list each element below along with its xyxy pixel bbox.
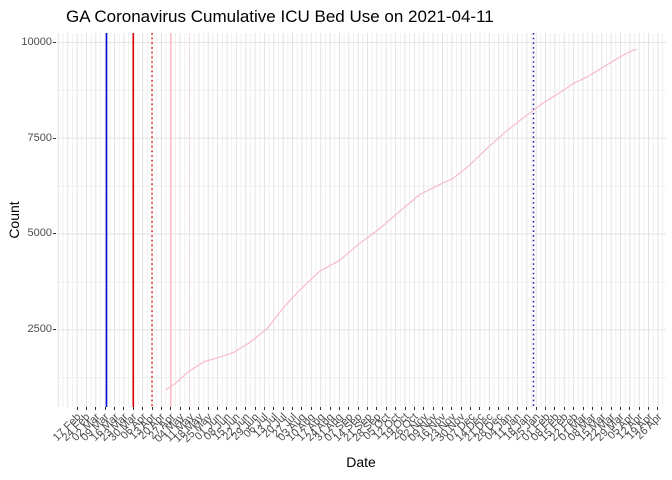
x-tick-mark	[573, 407, 575, 410]
y-tick-mark	[53, 329, 56, 331]
x-tick-mark	[601, 407, 603, 410]
plot-panel	[57, 33, 666, 407]
x-tick-mark	[648, 407, 650, 410]
x-tick-mark	[357, 407, 359, 410]
x-tick-mark	[404, 407, 406, 410]
x-tick-mark	[460, 407, 462, 410]
x-tick-mark	[273, 407, 275, 410]
x-tick-mark	[132, 407, 134, 410]
y-tick-label: 5000	[27, 227, 52, 240]
x-tick-mark	[545, 407, 547, 410]
chart-title: GA Coronavirus Cumulative ICU Bed Use on…	[66, 7, 494, 26]
x-tick-mark	[610, 407, 612, 410]
x-tick-mark	[310, 407, 312, 410]
x-tick-mark	[85, 407, 87, 410]
x-tick-mark	[441, 407, 443, 410]
x-tick-mark	[76, 407, 78, 410]
x-tick-mark	[245, 407, 247, 410]
x-tick-mark	[470, 407, 472, 410]
x-tick-mark	[114, 407, 116, 410]
x-tick-mark	[657, 407, 659, 410]
x-tick-mark	[179, 407, 181, 410]
x-tick-mark	[554, 407, 556, 410]
x-tick-mark	[432, 407, 434, 410]
x-tick-mark	[207, 407, 209, 410]
x-tick-mark	[479, 407, 481, 410]
x-tick-mark	[301, 407, 303, 410]
x-tick-mark	[160, 407, 162, 410]
x-tick-mark	[488, 407, 490, 410]
y-tick-label: 2500	[27, 323, 52, 336]
x-tick-mark	[151, 407, 153, 410]
x-tick-mark	[95, 407, 97, 410]
x-tick-mark	[629, 407, 631, 410]
x-tick-mark	[413, 407, 415, 410]
x-tick-mark	[235, 407, 237, 410]
x-tick-mark	[582, 407, 584, 410]
x-tick-mark	[507, 407, 509, 410]
y-tick-label: 7500	[27, 131, 52, 144]
x-tick-mark	[395, 407, 397, 410]
x-tick-mark	[348, 407, 350, 410]
x-tick-mark	[254, 407, 256, 410]
x-tick-mark	[217, 407, 219, 410]
x-axis-title: Date	[346, 454, 376, 470]
y-tick-mark	[53, 137, 56, 139]
x-tick-mark	[451, 407, 453, 410]
x-tick-mark	[263, 407, 265, 410]
x-tick-mark	[367, 407, 369, 410]
x-tick-mark	[423, 407, 425, 410]
x-tick-mark	[142, 407, 144, 410]
y-tick-label: 10000	[21, 35, 52, 48]
icu-cumulative-line	[165, 48, 637, 391]
x-tick-mark	[385, 407, 387, 410]
y-tick-mark	[53, 41, 56, 43]
x-tick-mark	[198, 407, 200, 410]
x-tick-mark	[329, 407, 331, 410]
x-tick-mark	[526, 407, 528, 410]
x-tick-mark	[535, 407, 537, 410]
x-tick-mark	[104, 407, 106, 410]
x-tick-mark	[338, 407, 340, 410]
x-tick-mark	[320, 407, 322, 410]
x-tick-mark	[123, 407, 125, 410]
x-tick-mark	[619, 407, 621, 410]
x-tick-mark	[563, 407, 565, 410]
x-tick-mark	[498, 407, 500, 410]
y-tick-mark	[53, 233, 56, 235]
x-tick-mark	[170, 407, 172, 410]
x-tick-mark	[292, 407, 294, 410]
x-tick-mark	[226, 407, 228, 410]
x-tick-mark	[282, 407, 284, 410]
x-tick-mark	[516, 407, 518, 410]
x-tick-mark	[638, 407, 640, 410]
x-tick-mark	[189, 407, 190, 410]
x-tick-mark	[376, 407, 378, 410]
x-tick-mark	[591, 407, 593, 410]
